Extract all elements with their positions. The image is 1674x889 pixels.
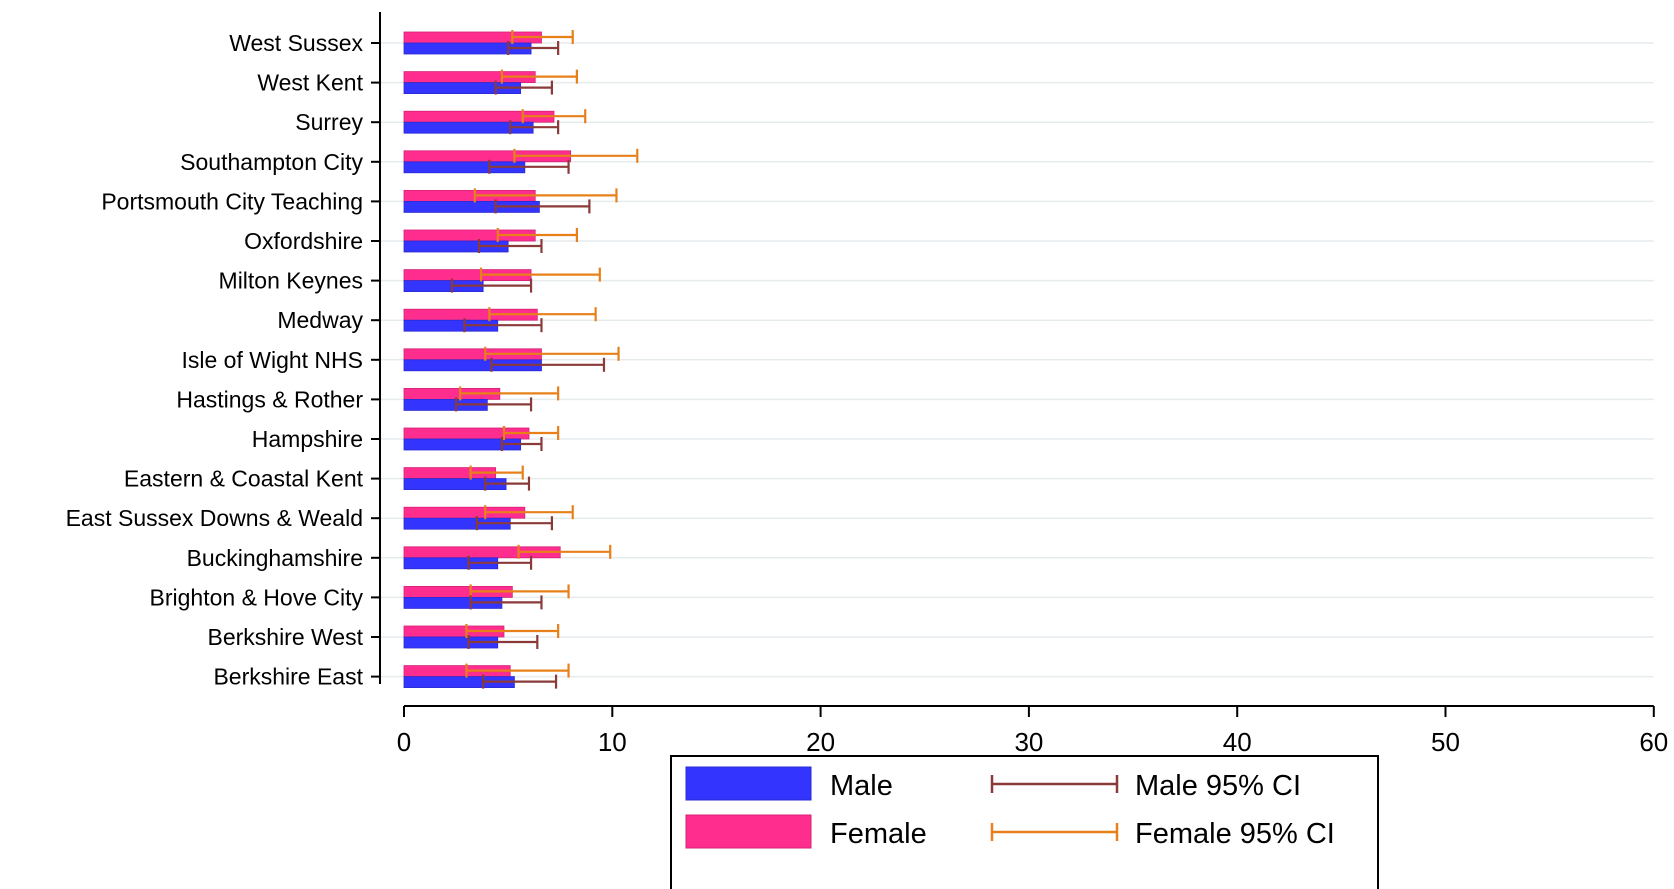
x-tick-label-60: 60 <box>1639 727 1668 757</box>
y-tick-label-hampshire: Hampshire <box>252 426 363 452</box>
ci-male-oxfordshire <box>477 239 543 253</box>
ci-female-hastings-and-rother <box>459 386 560 401</box>
y-tick-label-brighton-and-hove-city: Brighton & Hove City <box>150 584 364 610</box>
ci-female-medway <box>488 307 597 322</box>
y-axis: West Sussex West Kent Surrey Southampton Ci… <box>66 12 381 690</box>
ci-male-southampton-city <box>488 159 570 174</box>
legend-label-male-ci: Male 95% CI <box>1135 770 1301 802</box>
ci-male-berkshire-west <box>467 635 539 649</box>
y-tick-label-hastings-and-rother: Hastings & Rother <box>176 386 363 412</box>
ci-female-southampton-city <box>513 148 639 163</box>
y-tick-label-berkshire-east: Berkshire East <box>213 664 363 690</box>
y-tick-label-berkshire-west: Berkshire West <box>207 624 363 650</box>
x-tick-label-40: 40 <box>1223 727 1252 757</box>
legend-swatch-female <box>685 814 812 849</box>
y-tick-label-west-kent: West Kent <box>257 70 363 96</box>
legend-swatch-male <box>685 766 812 801</box>
y-tick-label-medway: Medway <box>277 307 363 333</box>
ci-male-brighton-and-hove-city <box>469 595 543 610</box>
ci-male-hampshire <box>500 437 543 451</box>
x-tick-label-10: 10 <box>598 727 627 757</box>
ci-female-east-sussex-downs-and-weald <box>484 505 574 520</box>
x-tick-label-50: 50 <box>1431 727 1460 757</box>
grid-lines <box>380 42 1654 678</box>
ci-male-east-sussex-downs-and-weald <box>475 516 553 531</box>
ci-female-milton-keynes <box>479 267 601 282</box>
y-tick-label-oxfordshire: Oxfordshire <box>244 228 363 254</box>
confidence-intervals <box>450 30 639 689</box>
ci-male-buckinghamshire <box>467 555 533 570</box>
y-tick-label-surrey: Surrey <box>295 109 363 135</box>
ci-male-west-kent <box>494 80 553 95</box>
ci-female-eastern-and-coastal-kent <box>469 465 524 480</box>
ci-female-hampshire <box>502 426 560 440</box>
legend-label-female: Female <box>830 818 927 850</box>
x-tick-label-20: 20 <box>806 727 835 757</box>
legend-symbol-female-ci <box>990 823 1119 841</box>
x-tick-label-30: 30 <box>1014 727 1043 757</box>
ci-male-berkshire-east <box>482 674 558 689</box>
ci-male-surrey <box>509 120 560 135</box>
ci-female-oxfordshire <box>496 228 578 242</box>
y-tick-label-southampton-city: Southampton City <box>180 149 363 175</box>
ci-male-west-sussex <box>507 41 560 55</box>
ci-male-portsmouth-city-teaching <box>494 199 591 214</box>
y-tick-label-west-sussex: West Sussex <box>229 30 363 56</box>
ci-female-west-kent <box>500 69 578 84</box>
ci-female-berkshire-west <box>465 624 560 638</box>
ci-male-eastern-and-coastal-kent <box>484 476 531 491</box>
y-tick-label-milton-keynes: Milton Keynes <box>219 268 363 294</box>
ci-female-buckinghamshire <box>517 544 612 559</box>
ci-male-isle-of-wight-nhs <box>490 357 606 372</box>
legend-label-male: Male <box>830 770 893 802</box>
legend-symbol-male-ci <box>990 775 1119 793</box>
y-tick-label-eastern-and-coastal-kent: Eastern & Coastal Kent <box>124 466 364 492</box>
y-tick-label-portsmouth-city-teaching: Portsmouth City Teaching <box>101 188 363 214</box>
y-tick-label-isle-of-wight-nhs: Isle of Wight NHS <box>182 347 364 373</box>
x-axis: 0 10 20 30 40 50 60 <box>397 705 1668 757</box>
ci-male-medway <box>463 318 543 333</box>
y-tick-label-buckinghamshire: Buckinghamshire <box>187 545 363 571</box>
y-tick-label-east-sussex-downs-and-weald: East Sussex Downs & Weald <box>66 505 363 531</box>
ci-female-surrey <box>521 109 587 124</box>
ci-male-milton-keynes <box>450 278 533 293</box>
ci-female-berkshire-east <box>465 663 570 678</box>
ci-female-isle-of-wight-nhs <box>484 346 620 361</box>
ci-male-hastings-and-rother <box>454 397 533 412</box>
x-tick-label-0: 0 <box>397 727 411 757</box>
legend-label-female-ci: Female 95% CI <box>1135 818 1335 850</box>
legend: Male Female Male 95% CI Female 95% CI <box>670 755 1379 889</box>
ci-female-portsmouth-city-teaching <box>473 188 618 203</box>
ci-female-west-sussex <box>511 30 574 44</box>
